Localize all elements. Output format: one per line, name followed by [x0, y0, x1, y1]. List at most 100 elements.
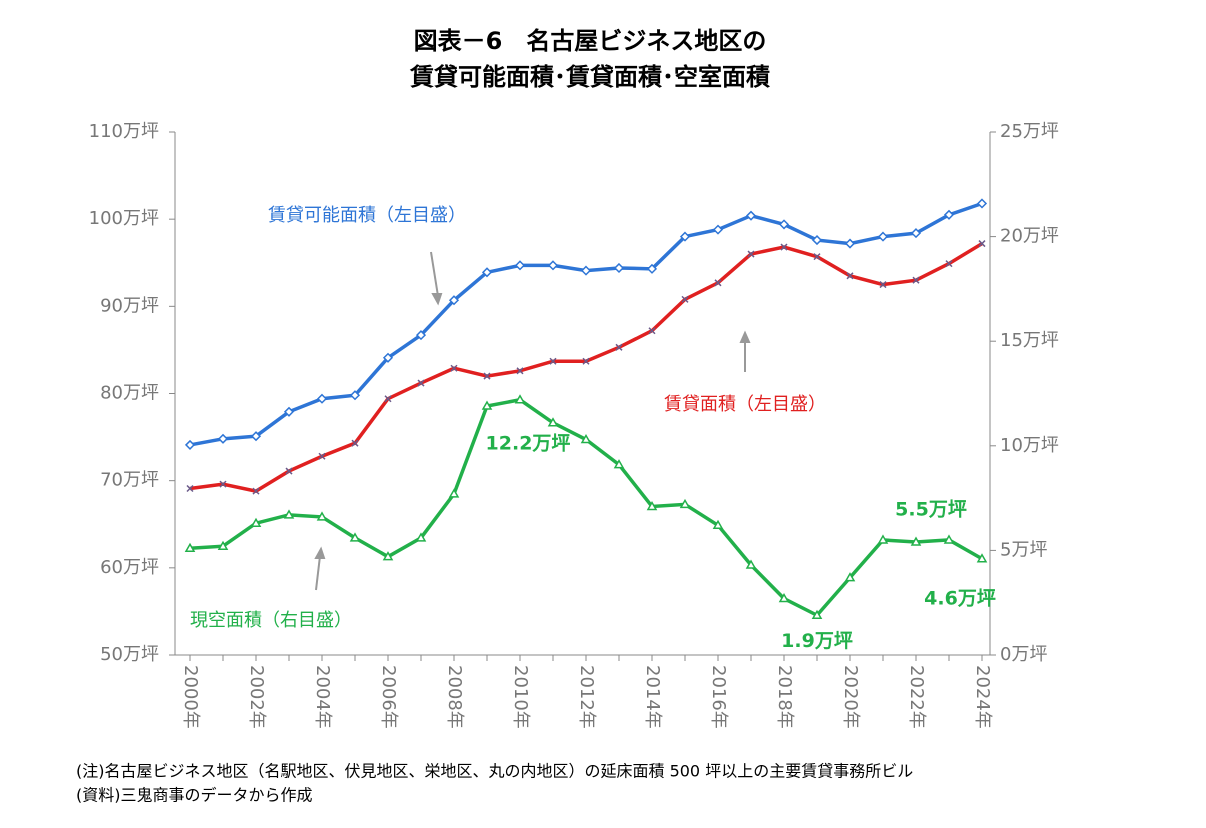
marker	[186, 484, 194, 493]
marker	[219, 480, 227, 488]
marker	[745, 559, 757, 569]
marker	[844, 572, 856, 582]
marker	[714, 279, 722, 287]
marker	[384, 395, 392, 403]
data-label: 5.5万坪	[895, 498, 967, 520]
marker	[976, 553, 988, 563]
marker	[679, 231, 691, 242]
x-tick-label: 2020年	[840, 665, 861, 729]
data-label: 12.2万坪	[486, 432, 571, 454]
marker	[316, 393, 328, 404]
marker	[382, 551, 394, 561]
y-tick-label: 50万坪	[100, 644, 159, 665]
marker	[415, 532, 427, 542]
marker	[846, 272, 854, 280]
x-tick-label: 2004年	[312, 665, 333, 729]
marker	[745, 210, 757, 221]
note: (注)名古屋ビジネス地区（名駅地区、伏見地区、栄地区、丸の内地区）の延床面積 5…	[76, 762, 913, 781]
x-tick-label: 2012年	[576, 665, 597, 729]
arrow-head	[739, 330, 751, 343]
chart-title: 賃貸可能面積･賃貸面積･空室面積	[409, 63, 770, 91]
y-tick-label: 80万坪	[100, 383, 159, 404]
marker	[580, 434, 592, 444]
marker	[912, 276, 920, 284]
marker	[382, 352, 394, 363]
series-line	[189, 242, 983, 493]
marker	[184, 542, 196, 553]
marker	[613, 262, 625, 274]
marker	[417, 379, 425, 387]
marker	[516, 367, 524, 375]
y2-tick-label: 25万坪	[1000, 121, 1059, 142]
marker	[910, 228, 922, 239]
x-tick-label: 2022年	[906, 665, 927, 729]
y-tick-label: 60万坪	[100, 557, 159, 578]
marker	[681, 295, 689, 303]
marker	[184, 439, 196, 450]
y2-tick-label: 20万坪	[1000, 226, 1059, 247]
series-name: 現空面積（右目盛）	[190, 610, 352, 631]
marker	[646, 500, 658, 511]
x-tick-label: 2016年	[708, 665, 729, 729]
y-tick-label: 90万坪	[100, 295, 159, 316]
marker	[679, 498, 691, 509]
marker	[646, 263, 658, 274]
marker	[976, 198, 988, 209]
chart-title: 図表－6 名古屋ビジネス地区の	[414, 27, 767, 55]
marker	[877, 231, 889, 242]
marker	[318, 452, 326, 460]
y2-tick-label: 15万坪	[1000, 330, 1059, 351]
marker	[450, 364, 458, 372]
marker	[547, 260, 559, 271]
marker	[910, 536, 922, 546]
series-line	[189, 397, 983, 618]
y-tick-label: 100万坪	[89, 208, 159, 229]
note: (資料)三鬼商事のデータから作成	[76, 786, 313, 805]
marker	[351, 439, 359, 447]
marker	[285, 467, 293, 475]
marker	[978, 240, 986, 248]
marker	[481, 400, 493, 410]
marker	[877, 534, 889, 544]
marker	[778, 219, 790, 230]
x-tick-label: 2006年	[378, 665, 399, 729]
marker	[514, 260, 526, 271]
marker	[945, 260, 953, 268]
x-tick-label: 2000年	[180, 665, 201, 729]
marker	[615, 343, 623, 351]
arrow-head	[431, 293, 443, 306]
marker	[747, 250, 755, 258]
arrow-head	[314, 546, 326, 559]
arrow	[315, 555, 321, 591]
marker	[943, 534, 955, 544]
marker	[349, 390, 361, 401]
x-tick-label: 2024年	[972, 665, 993, 729]
marker	[811, 609, 823, 620]
marker	[283, 509, 295, 519]
marker	[712, 519, 724, 530]
marker	[217, 540, 229, 550]
marker	[547, 417, 559, 427]
marker	[879, 281, 887, 289]
x-tick-label: 2014年	[642, 665, 663, 729]
marker	[283, 406, 295, 417]
marker	[778, 593, 790, 603]
data-label: 4.6万坪	[924, 587, 996, 609]
x-tick-label: 2008年	[444, 665, 465, 729]
marker	[483, 372, 491, 380]
marker	[217, 433, 229, 444]
marker	[514, 394, 526, 404]
marker	[448, 488, 460, 498]
y-tick-label: 70万坪	[100, 470, 159, 491]
x-tick-label: 2002年	[246, 665, 267, 729]
marker	[648, 327, 656, 335]
marker	[813, 253, 821, 261]
marker	[316, 511, 328, 521]
marker	[252, 487, 260, 495]
y-tick-label: 110万坪	[89, 121, 159, 142]
marker	[448, 295, 460, 306]
marker	[250, 431, 262, 442]
marker	[250, 517, 262, 527]
series-name: 賃貸可能面積（左目盛）	[268, 205, 466, 226]
